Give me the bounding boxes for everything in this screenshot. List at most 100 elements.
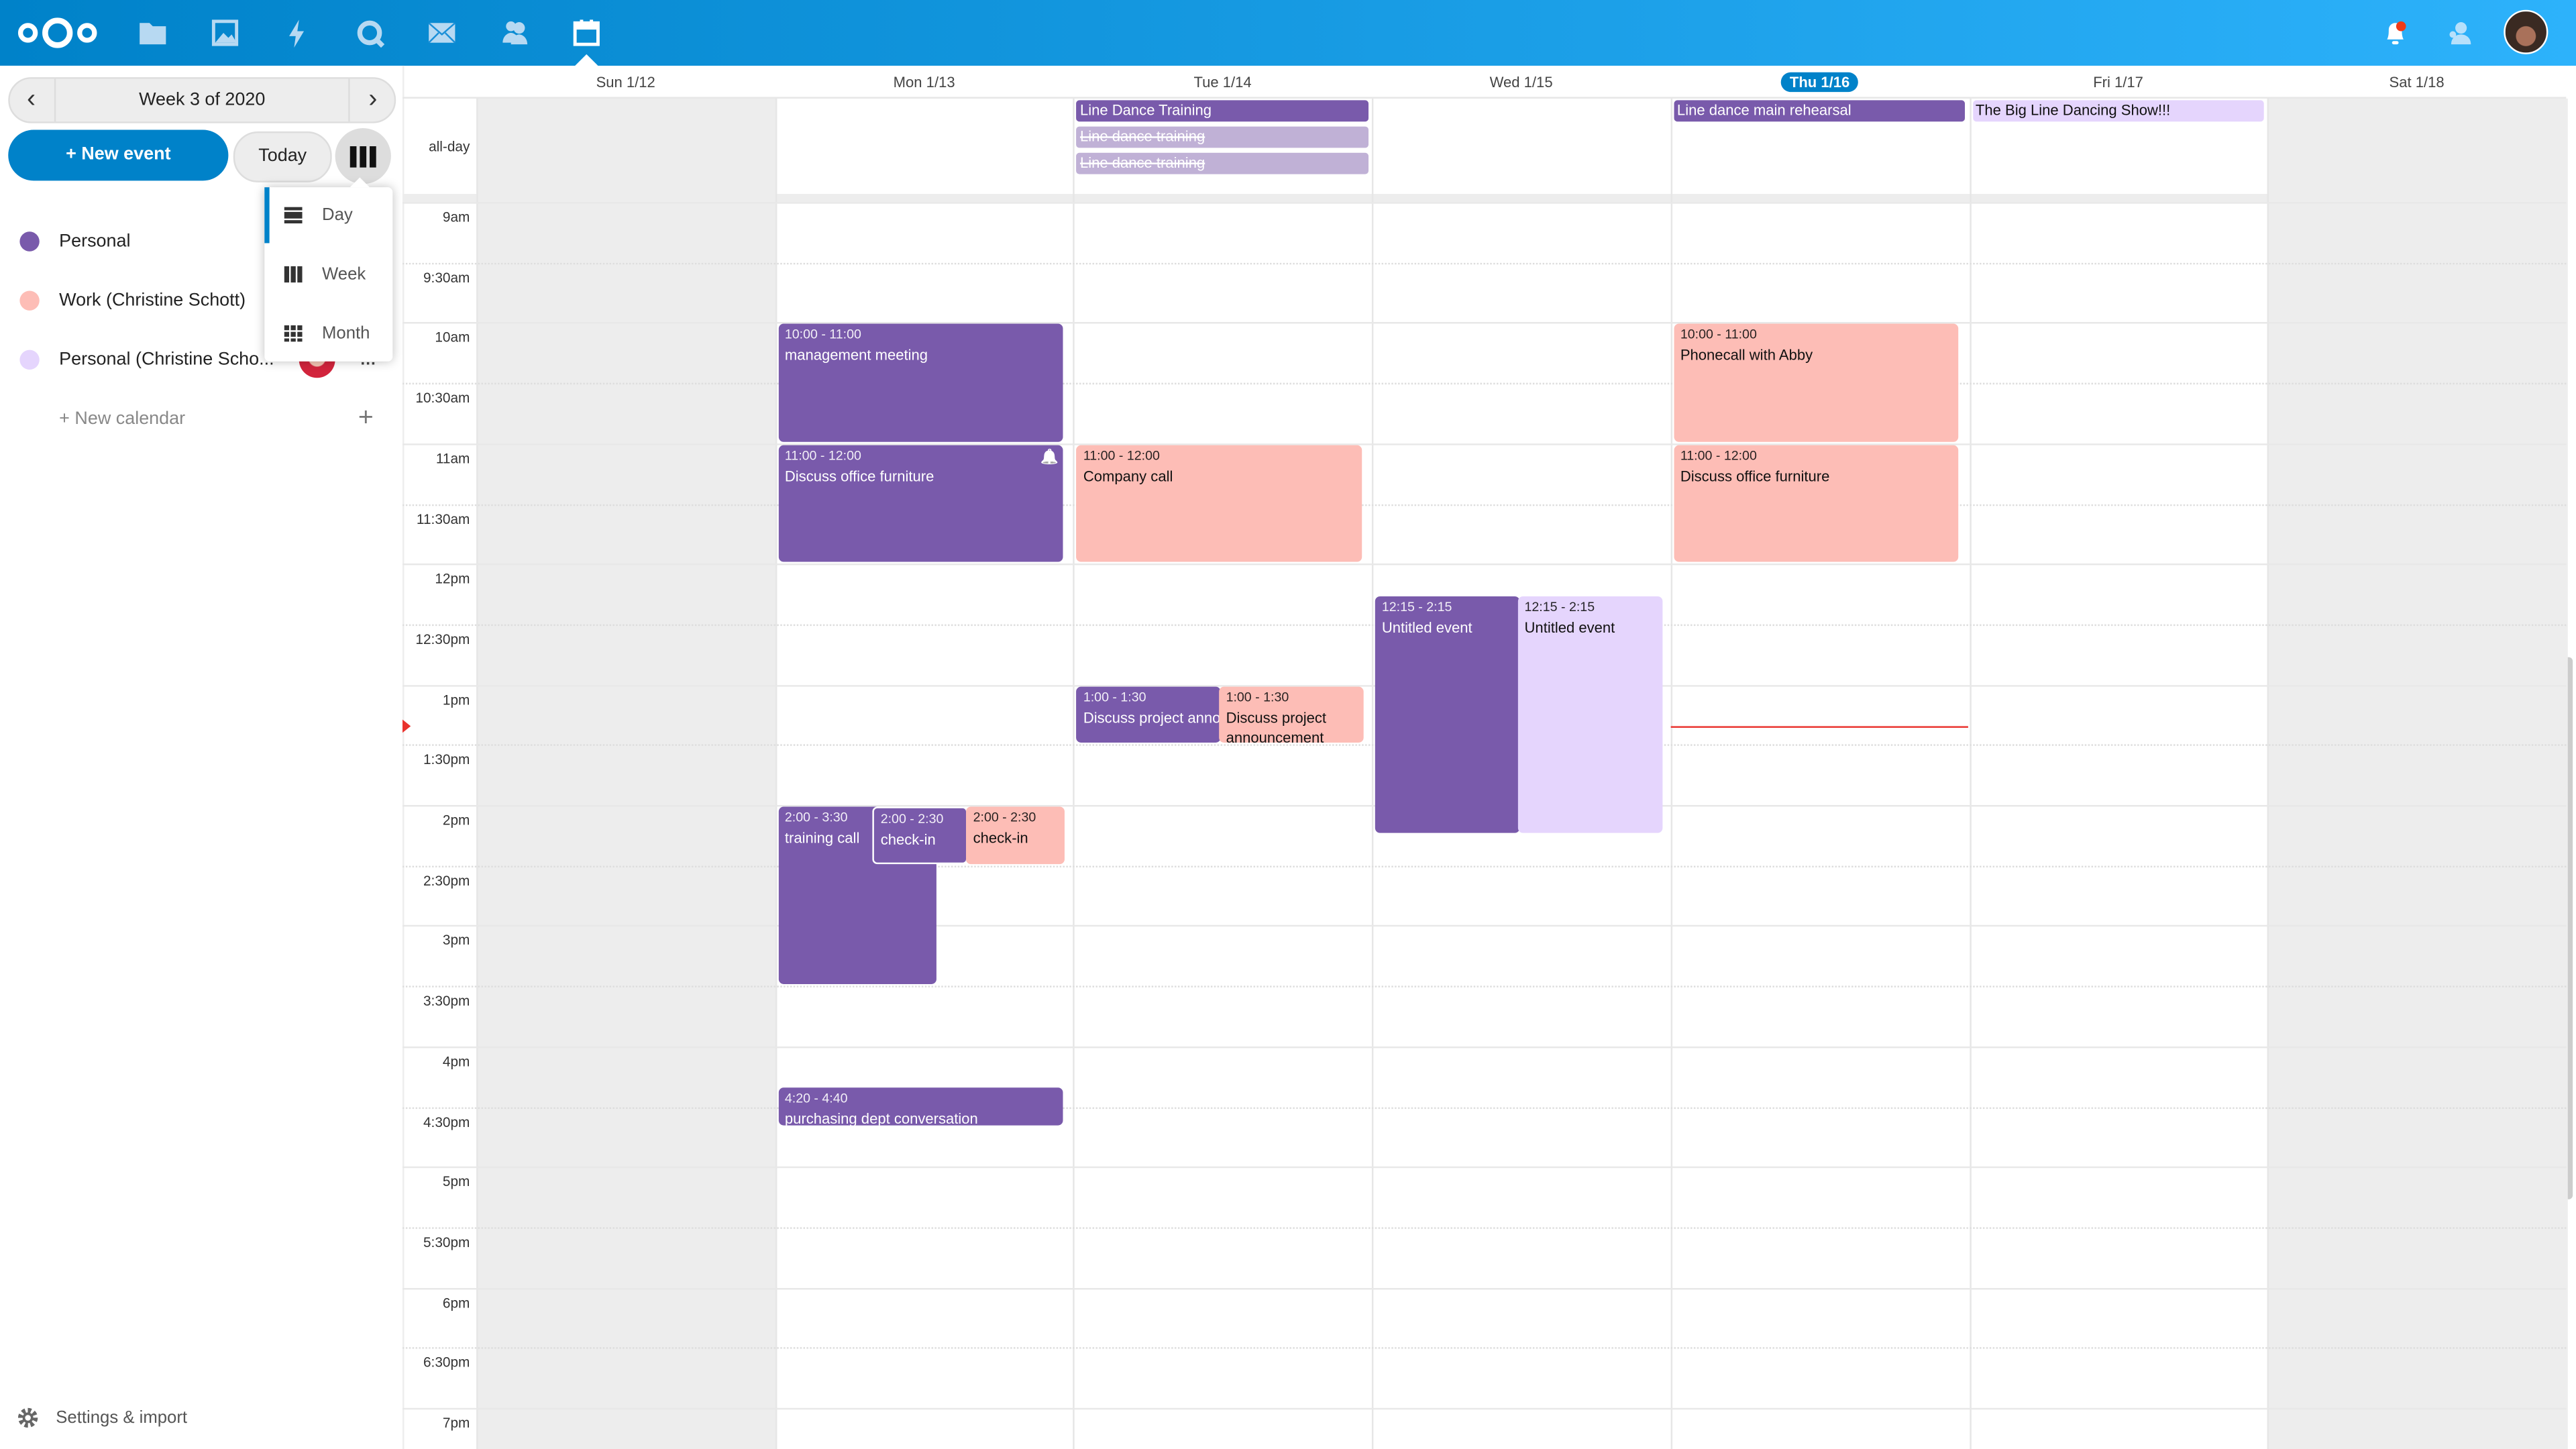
- notifications-icon[interactable]: [2379, 16, 2412, 49]
- day-column: [775, 98, 1075, 1449]
- today-button[interactable]: Today: [233, 131, 332, 182]
- event-title: training call: [784, 829, 860, 847]
- chevron-left-icon: ‹: [26, 85, 36, 113]
- day-label: Fri 1/17: [2093, 74, 2143, 91]
- view-menu-item-day[interactable]: Day: [264, 187, 397, 244]
- user-avatar[interactable]: [2504, 9, 2548, 54]
- event-title: check-in: [973, 829, 1028, 847]
- calendar-label: Personal (Christine Scho...: [59, 350, 274, 370]
- top-header: [0, 0, 2576, 66]
- time-label: 6:30pm: [423, 1354, 470, 1371]
- sidebar: ‹ Week 3 of 2020 › + New event Today Day…: [0, 65, 405, 1449]
- calendar-event[interactable]: 1:00 - 1:30 Discuss project announcement: [1219, 686, 1364, 743]
- event-time: 2:00 - 2:30: [973, 810, 1036, 825]
- calendar-item[interactable]: Personal: [0, 212, 402, 271]
- talk-icon[interactable]: [354, 16, 386, 49]
- contacts-menu-icon[interactable]: [2443, 16, 2476, 49]
- grid-line: [402, 1167, 2567, 1169]
- time-label: 5pm: [442, 1173, 470, 1190]
- grid-line: [402, 202, 2567, 204]
- nextcloud-logo[interactable]: [16, 15, 98, 51]
- time-label: 1:30pm: [423, 751, 470, 768]
- calendar-event[interactable]: 12:15 - 2:15 Untitled event: [1375, 595, 1520, 834]
- new-event-button[interactable]: + New event: [8, 129, 229, 181]
- calendar-color-dot[interactable]: [19, 350, 40, 370]
- next-week-button[interactable]: ›: [352, 79, 394, 122]
- grid-line: [402, 1046, 2567, 1048]
- event-time: 12:15 - 2:15: [1524, 598, 1595, 614]
- calendar-label: Personal: [59, 231, 131, 252]
- time-label: 7pm: [442, 1414, 470, 1432]
- month-view-icon: [284, 325, 303, 342]
- calendar-event[interactable]: 4:20 - 4:40 purchasing dept conversation: [778, 1087, 1064, 1125]
- view-menu-item-month[interactable]: Month: [264, 306, 392, 362]
- calendar-event[interactable]: 10:00 - 11:00 management meeting: [778, 324, 1064, 442]
- contacts-icon[interactable]: [498, 16, 531, 49]
- calendar-label: Work (Christine Schott): [59, 290, 246, 311]
- view-menu-item-week[interactable]: Week: [264, 246, 392, 302]
- day-header[interactable]: Wed 1/15: [1372, 69, 1670, 95]
- calendar-event[interactable]: 2:00 - 2:30 check-in: [966, 806, 1065, 864]
- event-time: 10:00 - 11:00: [1680, 327, 1757, 343]
- event-time: 4:20 - 4:40: [784, 1091, 848, 1106]
- time-label: 2:30pm: [423, 871, 470, 889]
- day-view-icon: [284, 207, 303, 224]
- event-time: 1:00 - 1:30: [1083, 689, 1146, 704]
- week-label[interactable]: Week 3 of 2020: [54, 78, 350, 122]
- day-header[interactable]: Sat 1/18: [2267, 69, 2566, 95]
- plus-icon[interactable]: +: [358, 404, 374, 433]
- activity-icon[interactable]: [281, 16, 314, 49]
- day-column: [1670, 98, 1970, 1449]
- calendar-color-dot[interactable]: [19, 231, 40, 252]
- calendar-event[interactable]: 11:00 - 12:00 Discuss office furniture: [1674, 445, 1960, 563]
- files-icon[interactable]: [136, 16, 169, 49]
- gear-icon: [17, 1407, 38, 1428]
- all-day-event[interactable]: Line dance training: [1077, 126, 1369, 148]
- grid-line: [402, 865, 2567, 867]
- all-day-event[interactable]: Line Dance Training: [1077, 100, 1369, 122]
- active-app-indicator: [575, 54, 598, 66]
- day-header[interactable]: Tue 1/14: [1073, 69, 1372, 95]
- calendar-icon[interactable]: [570, 16, 603, 49]
- time-label: 12:30pm: [415, 631, 470, 647]
- calendar-event[interactable]: 1:00 - 1:30 Discuss project announcement: [1077, 686, 1222, 743]
- new-calendar-button[interactable]: + New calendar +: [0, 389, 402, 448]
- day-header[interactable]: Mon 1/13: [775, 69, 1073, 95]
- mail-icon[interactable]: [425, 16, 458, 49]
- all-day-event[interactable]: Line dance main rehearsal: [1674, 100, 1966, 122]
- settings-import-button[interactable]: Settings & import: [16, 1406, 187, 1429]
- grid-line: [402, 1347, 2567, 1350]
- calendar-event[interactable]: 11:00 - 12:00 Company call: [1077, 445, 1362, 563]
- day-label: Sat 1/18: [2389, 74, 2445, 91]
- all-day-event[interactable]: The Big Line Dancing Show!!!: [1972, 100, 2265, 122]
- chevron-right-icon: ›: [368, 85, 378, 113]
- event-title: check-in: [880, 831, 936, 848]
- time-label: 5:30pm: [423, 1233, 470, 1250]
- event-title: Discuss project announcement: [1083, 708, 1221, 726]
- view-switcher-button[interactable]: [335, 128, 391, 184]
- event-title: management meeting: [784, 347, 928, 364]
- time-label: 9am: [442, 209, 470, 225]
- calendar-event[interactable]: 2:00 - 2:30 check-in: [872, 806, 969, 864]
- all-day-event[interactable]: Line dance training: [1077, 152, 1369, 174]
- day-header[interactable]: Fri 1/17: [1969, 69, 2267, 95]
- day-label: Sun 1/12: [596, 74, 655, 91]
- event-time: 1:00 - 1:30: [1226, 689, 1289, 704]
- grid-line: [402, 262, 2567, 264]
- calendar-event[interactable]: 11:00 - 12:00 Discuss office furniture 🔔: [778, 445, 1064, 563]
- previous-week-button[interactable]: ‹: [10, 79, 53, 122]
- day-header[interactable]: Sun 1/12: [476, 69, 775, 95]
- day-header[interactable]: Thu 1/16: [1670, 69, 1969, 95]
- header-divider: [402, 97, 2567, 99]
- view-menu-label: Month: [322, 323, 370, 343]
- current-time-marker: [402, 720, 411, 733]
- time-label: 9:30am: [423, 268, 470, 286]
- time-label: 10:30am: [415, 389, 470, 407]
- photos-icon[interactable]: [209, 16, 241, 49]
- week-navigator: ‹ Week 3 of 2020 ›: [8, 77, 396, 123]
- calendar-color-dot[interactable]: [19, 290, 40, 311]
- calendar-event[interactable]: 10:00 - 11:00 Phonecall with Abby: [1674, 324, 1960, 442]
- calendar-event[interactable]: 12:15 - 2:15 Untitled event: [1517, 595, 1662, 834]
- calendar-item[interactable]: Work (Christine Schott): [0, 271, 402, 330]
- grid-line: [402, 1227, 2567, 1229]
